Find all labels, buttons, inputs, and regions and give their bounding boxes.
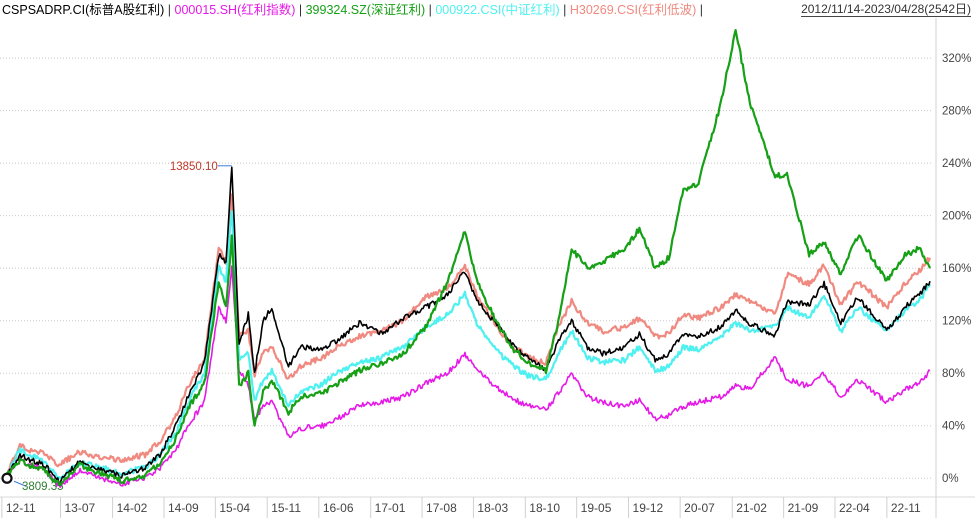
- legend-entry-code[interactable]: CSPSADRP.CI: [2, 3, 86, 17]
- legend-separator: |: [425, 3, 436, 17]
- legend-entry-name[interactable]: (中证红利): [501, 3, 560, 17]
- series-line-h30269-csi: [4, 193, 932, 480]
- x-tick-label: 22-04: [839, 501, 870, 515]
- legend-entry-code[interactable]: 000015.SH: [174, 3, 238, 17]
- legend-entry-name[interactable]: (红利指数): [237, 3, 296, 17]
- series-line-399324-sz: [4, 29, 932, 487]
- x-tick-label: 21-02: [736, 501, 767, 515]
- y-tick-label: 320%: [942, 53, 971, 65]
- x-tick-label: 15-04: [219, 501, 250, 515]
- x-tick-label: 17-08: [426, 501, 457, 515]
- legend-entry-name[interactable]: (深证红利): [366, 3, 426, 17]
- y-tick-label: 240%: [942, 158, 971, 170]
- y-tick-label: 0%: [942, 473, 959, 485]
- legend-entry-name[interactable]: (标普A股红利): [85, 3, 165, 17]
- x-tick-label: 12-11: [6, 501, 36, 515]
- legend-separator: |: [164, 3, 175, 17]
- x-tick-label: 18-03: [477, 501, 508, 515]
- legend-entry-name[interactable]: (红利低波): [637, 3, 697, 17]
- x-tick-label: 22-11: [891, 501, 921, 515]
- y-tick-label: 280%: [942, 106, 971, 118]
- y-tick-label: 200%: [942, 211, 971, 223]
- y-tick-label: 160%: [942, 263, 971, 275]
- x-tick-label: 20-07: [684, 501, 715, 515]
- x-tick-label: 17-01: [375, 501, 406, 515]
- y-tick-label: 80%: [942, 368, 965, 380]
- legend-separator: |: [559, 3, 570, 17]
- x-tick-label: 21-09: [788, 501, 819, 515]
- x-tick-label: 13-07: [64, 501, 95, 515]
- date-range-label[interactable]: 2012/11/14-2023/04/28(2542日): [801, 2, 971, 17]
- legend-separator: |: [295, 3, 306, 17]
- min-value-label: 3809.35: [22, 481, 64, 493]
- x-tick-label: 14-09: [168, 501, 199, 515]
- x-tick-label: 18-10: [529, 501, 560, 515]
- y-tick-label: 40%: [942, 421, 965, 433]
- legend: CSPSADRP.CI(标普A股红利) | 000015.SH(红利指数) | …: [2, 2, 703, 18]
- x-tick-label: 14-02: [117, 501, 148, 515]
- x-tick-label: 19-05: [581, 501, 612, 515]
- series-line-000922-csi: [4, 210, 931, 481]
- series-line-000015-sh: [4, 265, 931, 488]
- legend-entry-code[interactable]: 399324.SZ: [305, 3, 367, 17]
- max-value-label: 13850.10: [170, 161, 218, 173]
- min-marker-line: [13, 480, 27, 487]
- legend-entry-code[interactable]: 000922.CSI: [435, 3, 502, 17]
- y-tick-label: 120%: [942, 316, 971, 328]
- legend-separator: |: [696, 3, 704, 17]
- x-tick-label: 19-12: [633, 501, 664, 515]
- x-tick-label: 15-11: [271, 501, 301, 515]
- series-line-cspsadrp-ci: [4, 166, 931, 485]
- legend-entry-code[interactable]: H30269.CSI: [569, 3, 638, 17]
- x-tick-label: 16-06: [323, 501, 354, 515]
- start-point-marker: [1, 472, 13, 484]
